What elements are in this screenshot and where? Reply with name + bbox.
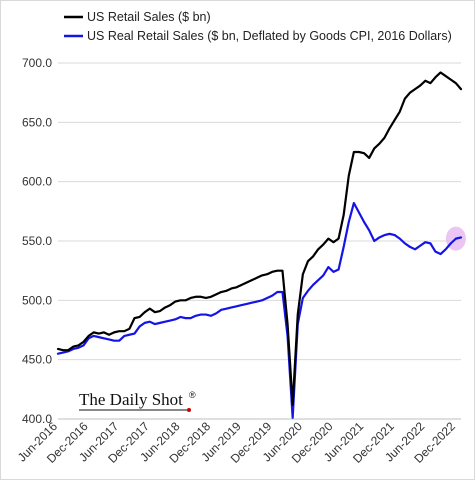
legend: US Retail Sales ($ bn) US Real Retail Sa…	[64, 10, 452, 43]
series-line-retail-sales	[56, 71, 463, 406]
y-tick-label: 500.0	[22, 293, 52, 307]
y-tick-label: 650.0	[22, 115, 52, 129]
watermark: The Daily Shot ®	[79, 390, 196, 412]
series-line-real-retail-sales	[56, 201, 463, 419]
y-tick-label: 450.0	[22, 353, 52, 367]
y-axis: 400.0 450.0 500.0 550.0 600.0 650.0 700.0	[22, 56, 52, 426]
y-tick-label: 550.0	[22, 234, 52, 248]
series-layer	[56, 71, 463, 419]
watermark-registered-mark: ®	[189, 390, 196, 400]
y-tick-label: 600.0	[22, 175, 52, 189]
watermark-dot	[187, 408, 191, 412]
x-axis: Jun-2016Dec-2016Jun-2017Dec-2017Jun-2018…	[15, 418, 461, 466]
legend-label-retail-sales: US Retail Sales ($ bn)	[87, 10, 211, 24]
watermark-text: The Daily Shot	[79, 390, 183, 409]
y-tick-label: 400.0	[22, 412, 52, 426]
grid-lines	[58, 62, 461, 420]
legend-label-real-retail-sales: US Real Retail Sales ($ bn, Deflated by …	[87, 29, 452, 43]
y-tick-label: 700.0	[22, 56, 52, 70]
